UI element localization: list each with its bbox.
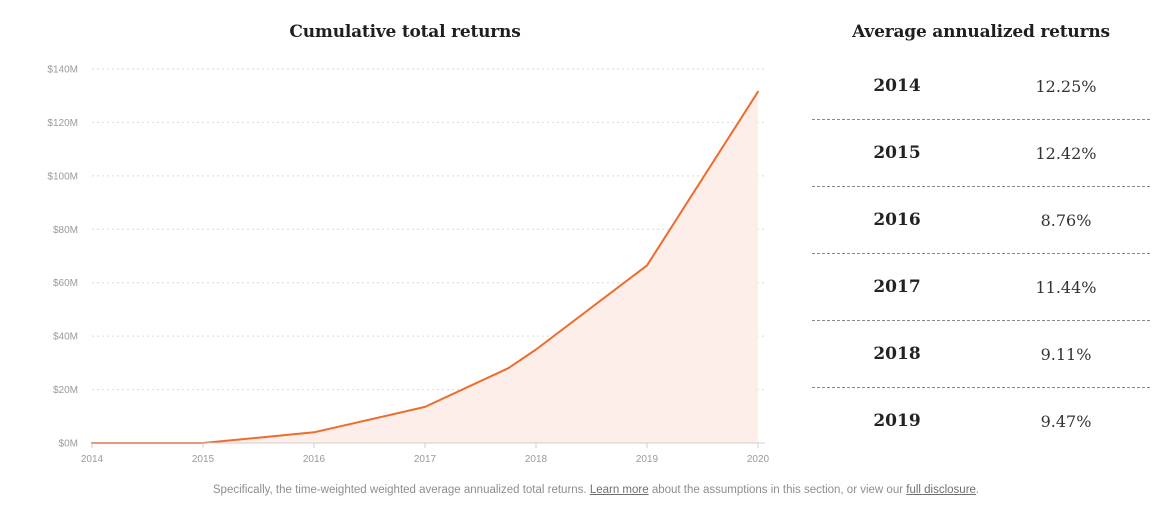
table-row: 2018 9.11% [812,321,1150,388]
y-tick-label: $80M [53,225,78,236]
chart-title: Cumulative total returns [289,22,521,42]
x-tick-label: 2019 [636,454,659,465]
footnote-text: . [975,484,980,496]
row-year: 2017 [873,277,921,297]
footnote: Specifically, the time-weighted weighted… [0,484,1162,496]
row-value: 12.42% [1035,143,1097,163]
x-tick-label: 2016 [303,454,326,465]
row-value: 9.47% [1040,411,1092,431]
table-row: 2017 11.44% [812,254,1150,321]
series-area-fill [92,91,758,443]
x-tick-label: 2020 [747,454,770,465]
y-tick-label: $120M [47,118,78,129]
full-disclosure-link[interactable]: full disclosure [906,484,976,496]
y-tick-label: $40M [53,332,78,343]
table-row: 2019 9.47% [812,388,1150,454]
footnote-text: about the assumptions in this section, o… [648,484,907,496]
row-value: 8.76% [1040,210,1092,230]
table-row: 2014 12.25% [812,53,1150,120]
y-tick-label: $100M [47,171,78,182]
x-tick-label: 2015 [192,454,215,465]
x-tick-label: 2014 [81,454,104,465]
y-tick-label: $20M [53,385,78,396]
axis-layer: $0M $20M $40M $60M $80M $100M $120M $140M 2014 20… [47,65,769,466]
y-tick-label: $60M [53,278,78,289]
row-year: 2019 [873,411,921,431]
annualized-returns-table: 2014 12.25% 2015 12.42% 2016 8.76% 2017 … [812,53,1150,454]
series-line [91,90,759,444]
x-tick-label: 2017 [414,454,437,465]
y-tick-label: $140M [47,65,78,76]
row-value: 9.11% [1040,344,1092,364]
y-tick-label: $0M [59,439,78,450]
x-tick-label: 2018 [525,454,548,465]
area-layer [91,90,759,444]
learn-more-link[interactable]: Learn more [589,484,649,496]
row-year: 2014 [873,76,921,96]
row-year: 2016 [873,210,921,230]
footnote-text: Specifically, the time-weighted weighted… [212,484,590,496]
row-year: 2018 [873,344,921,364]
table-row: 2015 12.42% [812,120,1150,187]
row-value: 11.44% [1035,277,1097,297]
cumulative-returns-chart: $0M $20M $40M $60M $80M $100M $120M $140M 2014 20… [47,65,769,466]
row-year: 2015 [873,143,921,163]
table-title: Average annualized returns [852,22,1110,42]
table-row: 2016 8.76% [812,187,1150,254]
row-value: 12.25% [1035,76,1097,96]
